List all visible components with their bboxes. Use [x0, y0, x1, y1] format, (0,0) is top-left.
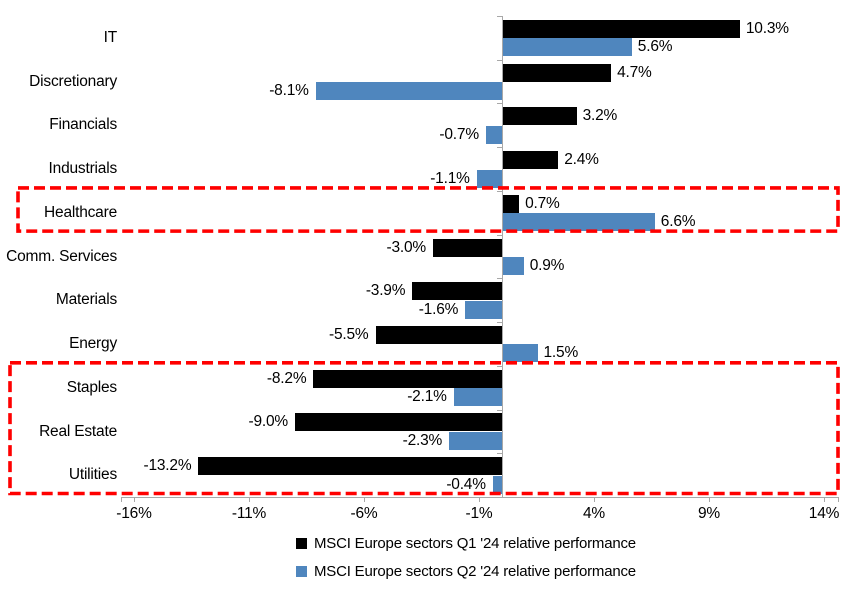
bar-q1-discretionary: [503, 63, 612, 82]
x-tick-label-16: -16%: [116, 505, 152, 522]
x-tick-label-1: -1%: [465, 505, 493, 522]
bar-q2-materials: [465, 300, 502, 319]
value-label-q2-materials: -1.6%: [418, 300, 459, 318]
value-label-q1-financials: 3.2%: [582, 107, 618, 125]
value-label-q2-discretionary: -8.1%: [269, 82, 309, 100]
bar-q2-discretionary: [315, 82, 502, 101]
x-axis-tick: [594, 497, 595, 502]
category-label-industrials: Industrials: [48, 160, 118, 178]
value-label-q1-energy: -5.5%: [329, 325, 369, 343]
legend-swatch-q1-icon: [296, 538, 307, 549]
legend-swatch-q2-icon: [296, 566, 307, 577]
bar-q1-financials: [503, 107, 577, 126]
value-label-q1-comm-services: -3.0%: [386, 238, 427, 256]
value-label-q1-materials: -3.9%: [365, 282, 406, 300]
category-axis-tick: [497, 59, 502, 61]
category-axis-tick: [497, 278, 502, 280]
bar-q2-comm-services: [503, 257, 524, 275]
legend-item-q1: MSCI Europe sectors Q1 '24 relative perf…: [296, 535, 636, 552]
bar-q2-energy: [503, 344, 538, 363]
x-tick-label-11: -11%: [231, 505, 267, 522]
value-label-q1-healthcare: 0.7%: [525, 194, 560, 212]
value-label-q2-financials: -0.7%: [439, 125, 479, 143]
legend: MSCI Europe sectors Q1 '24 relative perf…: [296, 535, 636, 580]
bar-q2-utilities: [492, 475, 502, 494]
category-axis-tick: [497, 16, 502, 17]
category-label-comm-services: Comm. Services: [6, 247, 117, 265]
bar-q2-healthcare: [503, 213, 655, 232]
value-label-q2-energy: 1.5%: [543, 344, 579, 362]
x-axis-end-tick: [838, 497, 839, 502]
bar-q1-staples: [313, 369, 502, 388]
zero-axis-line: [502, 16, 503, 497]
bar-q1-industrials: [503, 151, 559, 170]
category-label-utilities: Utilities: [68, 466, 117, 484]
value-label-q1-discretionary: 4.7%: [617, 63, 652, 81]
category-label-real-estate: Real Estate: [39, 422, 117, 440]
category-label-financials: Financials: [49, 116, 117, 134]
legend-label-q1: MSCI Europe sectors Q1 '24 relative perf…: [314, 535, 636, 552]
category-label-energy: Energy: [69, 335, 117, 353]
bar-q1-real-estate: [295, 413, 502, 432]
value-label-q2-staples: -2.1%: [407, 388, 447, 406]
x-axis-tick: [364, 497, 365, 502]
bar-q2-financials: [485, 125, 502, 144]
x-tick-label-4: 4%: [582, 505, 605, 522]
x-axis-tick: [134, 497, 135, 502]
value-label-q2-real-estate: -2.3%: [402, 431, 443, 449]
value-label-q1-staples: -8.2%: [266, 369, 307, 387]
category-label-discretionary: Discretionary: [29, 72, 117, 90]
bar-q1-it: [503, 19, 740, 38]
x-axis-end-tick: [121, 497, 122, 502]
x-tick-label-6: -6%: [350, 505, 378, 522]
category-axis-tick: [497, 147, 502, 149]
bar-q1-energy: [375, 325, 502, 344]
bar-q1-healthcare: [503, 194, 520, 213]
x-tick-label-14: 14%: [808, 505, 840, 522]
bar-q1-comm-services: [433, 238, 502, 257]
x-axis-tick: [824, 497, 825, 502]
category-label-materials: Materials: [55, 291, 117, 309]
x-axis-tick: [709, 497, 710, 502]
value-label-q1-utilities: -13.2%: [143, 457, 192, 475]
value-label-q2-comm-services: 0.9%: [529, 257, 565, 274]
bar-q2-it: [503, 38, 632, 57]
value-label-q1-it: 10.3%: [745, 19, 789, 37]
category-label-staples: Staples: [66, 378, 118, 396]
value-label-q2-healthcare: 6.6%: [660, 213, 696, 231]
x-tick-label-9: 9%: [697, 505, 720, 522]
bar-q1-utilities: [198, 457, 502, 476]
category-axis-tick: [497, 234, 502, 236]
x-axis-tick: [249, 497, 250, 502]
value-label-q2-industrials: -1.1%: [430, 169, 470, 187]
bar-q1-materials: [412, 282, 502, 301]
bar-q2-staples: [453, 388, 502, 407]
category-label-healthcare: Healthcare: [44, 203, 117, 221]
x-axis-tick: [479, 497, 480, 502]
category-axis-tick: [497, 322, 502, 324]
legend-label-q2: MSCI Europe sectors Q2 '24 relative perf…: [314, 563, 636, 580]
value-label-q2-it: 5.6%: [637, 38, 673, 56]
legend-item-q2: MSCI Europe sectors Q2 '24 relative perf…: [296, 563, 636, 580]
category-label-it: IT: [103, 29, 118, 46]
category-axis-tick: [497, 103, 502, 105]
bar-q2-industrials: [476, 169, 502, 188]
bar-q2-real-estate: [449, 431, 502, 450]
value-label-q2-utilities: -0.4%: [446, 475, 486, 493]
value-label-q1-real-estate: -9.0%: [248, 413, 289, 431]
value-label-q1-industrials: 2.4%: [564, 151, 599, 169]
